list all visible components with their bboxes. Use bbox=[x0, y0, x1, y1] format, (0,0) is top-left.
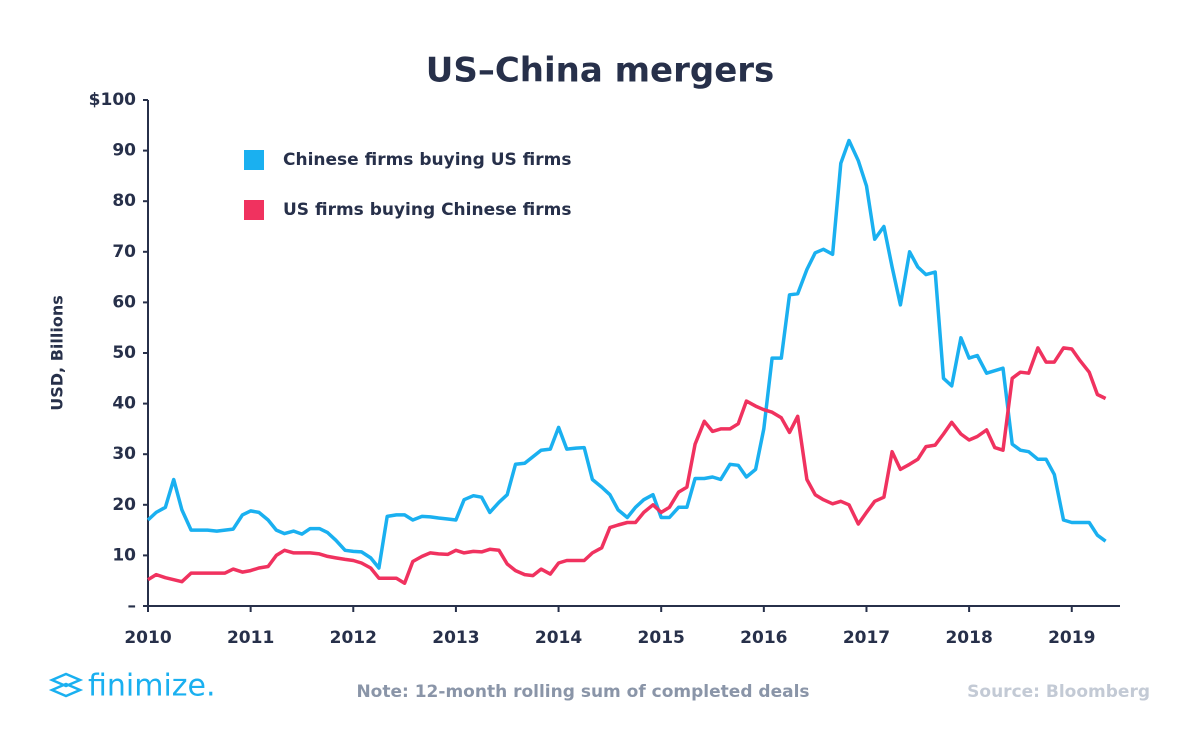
y-tick-label: 30 bbox=[112, 444, 136, 464]
x-tick-label: 2018 bbox=[945, 628, 992, 648]
x-tick-label: 2015 bbox=[638, 628, 685, 648]
chart-title: US–China mergers bbox=[426, 51, 775, 91]
series-line bbox=[146, 138, 1107, 570]
x-tick-label: 2016 bbox=[740, 628, 787, 648]
x-tick-label: 2011 bbox=[227, 628, 274, 648]
x-tick-label: 2014 bbox=[535, 628, 582, 648]
y-tick-label: 70 bbox=[112, 242, 136, 262]
y-axis-label: USD, Billions bbox=[48, 295, 67, 410]
legend-swatch bbox=[244, 200, 264, 220]
brand: finimize. bbox=[88, 669, 216, 704]
legend-label: Chinese firms buying US firms bbox=[283, 150, 572, 170]
y-tick-label: 20 bbox=[112, 495, 136, 515]
logo-icon bbox=[48, 672, 84, 698]
series-line bbox=[147, 346, 1107, 585]
y-tick-label: 10 bbox=[112, 545, 136, 565]
note: Note: 12-month rolling sum of completed … bbox=[356, 682, 809, 702]
x-tick-label: 2013 bbox=[432, 628, 479, 648]
source: Source: Bloomberg bbox=[967, 682, 1150, 702]
x-tick-label: 2017 bbox=[843, 628, 890, 648]
y-tick-label: $100 bbox=[89, 90, 136, 110]
y-tick-label: 60 bbox=[112, 292, 136, 312]
legend-label: US firms buying Chinese firms bbox=[283, 200, 572, 220]
y-tick-label: 50 bbox=[112, 343, 136, 363]
y-tick-label: 40 bbox=[112, 394, 136, 414]
y-tick-label: – bbox=[128, 596, 137, 616]
x-tick-label: 2010 bbox=[124, 628, 171, 648]
logo: finimize. bbox=[48, 669, 216, 704]
x-tick-label: 2012 bbox=[330, 628, 377, 648]
y-tick-label: 90 bbox=[112, 141, 136, 161]
legend-swatch bbox=[244, 150, 264, 170]
x-tick-label: 2019 bbox=[1048, 628, 1095, 648]
y-tick-label: 80 bbox=[112, 191, 136, 211]
